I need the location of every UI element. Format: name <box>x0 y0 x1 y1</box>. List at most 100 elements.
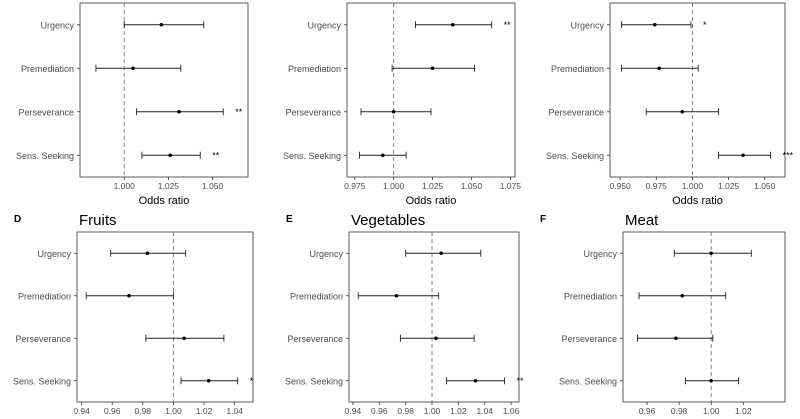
estimate-point <box>439 251 444 256</box>
panel-letter: F <box>540 214 546 225</box>
estimate-point <box>131 66 135 71</box>
y-tick-label: Premediation <box>290 291 343 301</box>
panel-title: Meat <box>625 212 659 229</box>
estimate-point <box>450 22 455 27</box>
y-tick-label: Perseverance <box>561 334 617 344</box>
panel-letter: D <box>14 214 21 225</box>
x-tick-label: 0.98 <box>671 406 688 416</box>
estimate-point <box>168 153 172 158</box>
x-tick-label: 0.975 <box>646 181 668 191</box>
y-tick-label: Perseverance <box>548 107 604 117</box>
x-tick-label: 1.00 <box>165 406 182 416</box>
panel-title: Vegetables <box>351 212 425 229</box>
y-tick-label: Urgency <box>583 249 617 259</box>
estimate-point <box>741 153 745 158</box>
x-tick-label: 0.96 <box>371 406 388 416</box>
x-tick-label: 1.04 <box>226 406 243 416</box>
x-tick-label: 0.96 <box>639 406 656 416</box>
x-tick-label: 0.94 <box>345 406 362 416</box>
y-tick-label: Premediation <box>21 64 74 74</box>
estimate-point <box>380 153 385 158</box>
estimate-point <box>394 293 399 298</box>
estimate-point <box>473 378 478 383</box>
x-tick-label: 0.96 <box>104 406 121 416</box>
x-tick-label: 1.000 <box>114 181 136 191</box>
y-tick-label: Premediation <box>564 291 617 301</box>
panel-frame <box>346 2 516 178</box>
y-tick-label: Urgency <box>307 20 341 30</box>
x-tick-label: 1.000 <box>682 181 704 191</box>
x-tick-label: 1.075 <box>500 181 522 191</box>
y-tick-label: Perseverance <box>285 107 341 117</box>
panel-frame <box>609 2 786 178</box>
panel-frame <box>622 231 786 403</box>
y-tick-label: Urgency <box>309 249 343 259</box>
estimate-point <box>680 293 685 298</box>
estimate-point <box>430 66 435 71</box>
significance-marker: ** <box>517 376 525 386</box>
x-tick-label: 0.98 <box>135 406 152 416</box>
y-tick-label: Premediation <box>288 64 341 74</box>
x-tick-label: 1.06 <box>503 406 520 416</box>
significance-marker: * <box>703 20 707 30</box>
estimate-point <box>434 336 438 341</box>
estimate-point <box>709 251 714 256</box>
x-tick-label: 1.00 <box>424 406 441 416</box>
x-tick-label: 1.025 <box>718 181 740 191</box>
x-tick-label: 0.950 <box>609 181 631 191</box>
estimate-point <box>674 336 678 341</box>
x-tick-label: 1.025 <box>158 181 180 191</box>
significance-marker: ** <box>212 150 220 160</box>
panel-title: Fruits <box>79 212 117 229</box>
x-tick-label: 1.02 <box>735 406 752 416</box>
x-tick-label: 0.975 <box>344 181 366 191</box>
y-tick-label: Urgency <box>570 20 604 30</box>
panel-letter: E <box>286 214 293 225</box>
x-axis-label: Odds ratio <box>139 195 190 207</box>
y-tick-label: Perseverance <box>18 107 74 117</box>
significance-marker: *** <box>783 150 794 160</box>
estimate-point <box>653 22 657 27</box>
estimate-point <box>177 109 181 114</box>
x-tick-label: 1.04 <box>476 406 493 416</box>
y-tick-label: Premediation <box>551 64 604 74</box>
panel-frame <box>76 231 254 403</box>
x-tick-label: 0.98 <box>397 406 414 416</box>
estimate-point <box>206 378 211 383</box>
estimate-point <box>127 293 131 298</box>
x-tick-label: 1.000 <box>383 181 405 191</box>
y-tick-label: Sens. Seeking <box>283 151 341 161</box>
y-tick-label: Premediation <box>18 291 71 301</box>
estimate-point <box>182 336 186 341</box>
significance-marker: * <box>250 376 254 386</box>
panel-frame <box>348 231 520 403</box>
y-tick-label: Perseverance <box>287 334 343 344</box>
significance-marker: ** <box>504 20 512 30</box>
x-tick-label: 0.94 <box>73 406 90 416</box>
estimate-point <box>657 66 661 71</box>
y-tick-label: Sens. Seeking <box>559 376 617 386</box>
x-tick-label: 1.025 <box>422 181 444 191</box>
y-tick-label: Sens. Seeking <box>546 151 604 161</box>
panel-frame <box>79 2 249 178</box>
x-axis-label: Odds ratio <box>672 195 723 207</box>
x-axis-label: Odds ratio <box>406 195 457 207</box>
estimate-point <box>680 109 685 114</box>
estimate-point <box>159 22 164 27</box>
x-tick-label: 1.02 <box>196 406 213 416</box>
x-tick-label: 1.050 <box>202 181 224 191</box>
x-tick-label: 1.050 <box>754 181 776 191</box>
y-tick-label: Sens. Seeking <box>13 376 71 386</box>
y-tick-label: Urgency <box>40 20 74 30</box>
x-tick-label: 1.050 <box>461 181 483 191</box>
estimate-point <box>709 378 714 383</box>
y-tick-label: Sens. Seeking <box>285 376 343 386</box>
y-tick-label: Urgency <box>37 249 71 259</box>
x-tick-label: 1.02 <box>450 406 467 416</box>
estimate-point <box>145 251 150 256</box>
y-tick-label: Sens. Seeking <box>16 151 74 161</box>
significance-marker: ** <box>235 107 243 117</box>
estimate-point <box>391 109 396 114</box>
y-tick-label: Perseverance <box>15 334 71 344</box>
